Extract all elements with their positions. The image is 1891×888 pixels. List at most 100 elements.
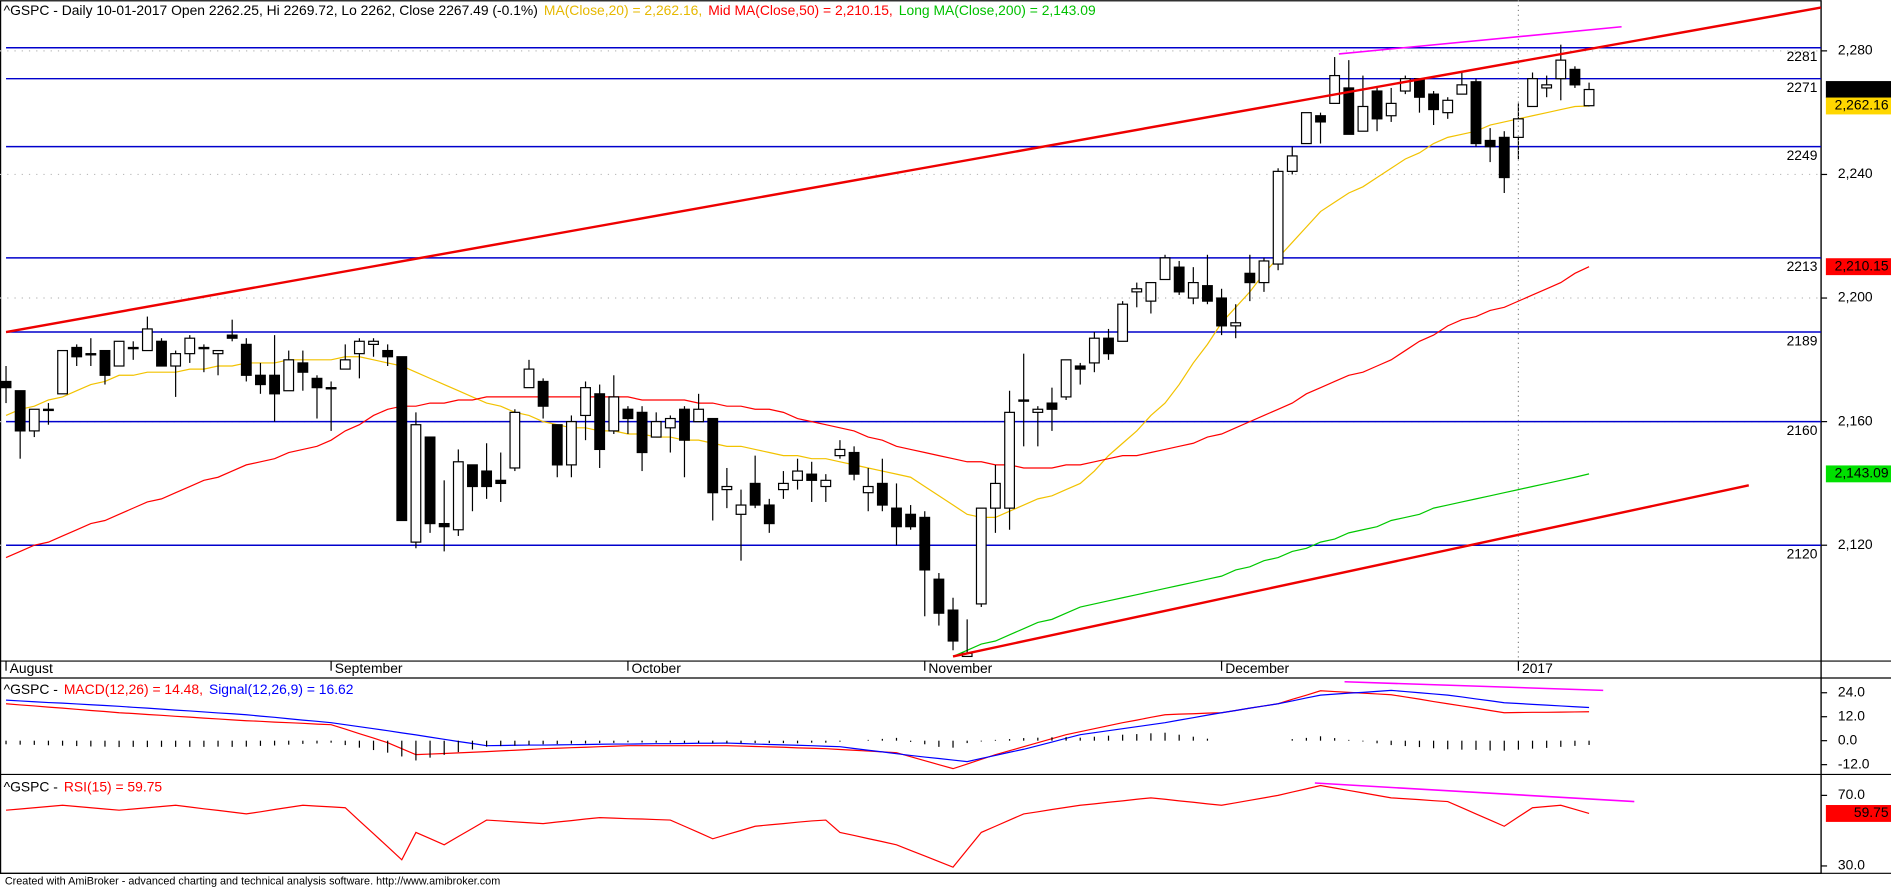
footer: Created with AmiBroker - advanced charti… xyxy=(5,876,500,888)
candle-body xyxy=(1117,303,1129,342)
pane-title: ^GSPC - RSI(15) = 59.75 xyxy=(4,778,163,794)
level-label: 2189 xyxy=(1787,332,1818,348)
candle-body xyxy=(198,346,210,350)
title-part: ^GSPC - xyxy=(4,778,58,794)
candle-body xyxy=(1456,84,1468,95)
candle-body xyxy=(410,424,422,543)
candle-body xyxy=(325,387,337,390)
candle-body xyxy=(1371,90,1383,120)
candle-body xyxy=(594,393,606,451)
candle-body xyxy=(1103,337,1114,355)
candle-body xyxy=(721,485,733,491)
candle-body xyxy=(551,424,563,466)
candle-body xyxy=(1159,257,1171,281)
title-part: MACD(12,26) = 14.48, xyxy=(64,681,203,697)
candle-body xyxy=(452,461,464,531)
candle-body xyxy=(127,346,139,350)
x-tick-label: December xyxy=(1225,660,1289,676)
y-tick-label: -12.0 xyxy=(1838,755,1870,771)
trend-line xyxy=(5,6,1822,334)
x-tick-label: 2017 xyxy=(1522,660,1553,676)
candle-body xyxy=(777,482,789,491)
y-tick-label: 24.0 xyxy=(1838,683,1865,699)
candle-body xyxy=(14,390,26,432)
candle-body xyxy=(1173,266,1185,293)
price-label-box xyxy=(1825,805,1891,822)
trend-line xyxy=(952,484,1750,658)
candle-body xyxy=(1074,365,1086,370)
candle-body xyxy=(1583,88,1595,107)
candle-body xyxy=(919,516,931,571)
candle-body xyxy=(1145,281,1157,302)
candle-body xyxy=(481,470,493,488)
candle-body xyxy=(636,411,648,454)
candle-body xyxy=(664,417,676,429)
price-label: 2,210.15 xyxy=(1835,257,1889,273)
candle-body xyxy=(537,380,549,407)
candle-body xyxy=(467,464,478,488)
candle-body xyxy=(1216,297,1228,327)
candle-body xyxy=(184,337,196,355)
price-label-box xyxy=(1825,465,1891,483)
candle-body xyxy=(523,368,535,389)
candle-body xyxy=(1060,359,1072,398)
candle-body xyxy=(947,609,959,642)
candle-body xyxy=(1088,337,1100,364)
price-label-box xyxy=(1825,81,1891,98)
price-label: 2,267.49 xyxy=(1835,80,1889,96)
candle-body xyxy=(891,507,902,528)
candle-body xyxy=(396,356,408,522)
candle-body xyxy=(1343,87,1355,135)
candle-body xyxy=(679,408,690,441)
candle-body xyxy=(424,436,436,525)
candle-body xyxy=(1498,136,1510,179)
candle-body xyxy=(693,408,705,423)
candle-body xyxy=(763,504,775,525)
candle-body xyxy=(297,362,309,373)
candle-body xyxy=(650,421,662,438)
y-tick-label: 0.0 xyxy=(1838,731,1858,747)
candle-body xyxy=(565,421,577,466)
level-label: 2271 xyxy=(1787,79,1818,95)
candle-body xyxy=(1428,93,1440,111)
candle-body xyxy=(1414,78,1425,98)
level-label: 2160 xyxy=(1787,422,1818,438)
candle-body xyxy=(1470,81,1482,145)
candle-body xyxy=(368,340,379,345)
candle-body xyxy=(749,482,761,506)
candle-body xyxy=(1527,78,1538,108)
y-tick-label: 2,240 xyxy=(1838,165,1873,181)
candle-body xyxy=(580,387,591,417)
title-part: Mid MA(Close,50) = 2,210.15, xyxy=(708,2,893,18)
candle-body xyxy=(1541,84,1553,89)
candle-body xyxy=(792,470,803,481)
candle-body xyxy=(85,353,97,356)
trend-line xyxy=(1314,782,1635,803)
title-part: Long MA(Close,200) = 2,143.09 xyxy=(899,2,1096,18)
candle-body xyxy=(707,417,719,494)
x-tick-label: November xyxy=(928,660,992,676)
y-tick-label: 12.0 xyxy=(1838,707,1865,723)
title-part: MA(Close,20) = 2,262.16, xyxy=(544,2,702,18)
candle-body xyxy=(57,349,68,395)
candle-body xyxy=(212,349,224,355)
candle-body xyxy=(240,343,252,376)
candle-body xyxy=(1385,102,1397,117)
candle-body xyxy=(1187,281,1199,299)
price-label: 59.75 xyxy=(1854,804,1889,820)
y-tick-label: 70.0 xyxy=(1838,786,1865,802)
candle-body xyxy=(1244,272,1256,284)
candle-body xyxy=(255,374,266,386)
y-tick-label: 2,200 xyxy=(1838,289,1873,305)
y-tick-label: 2,120 xyxy=(1838,536,1873,552)
candle-body xyxy=(1202,285,1213,302)
candle-body xyxy=(622,408,634,420)
candle-body xyxy=(1004,411,1015,509)
candle-body xyxy=(28,408,40,432)
candle-body xyxy=(1018,399,1030,402)
candle-body xyxy=(495,479,507,485)
series-line xyxy=(5,690,1590,770)
candle-body xyxy=(71,346,83,358)
